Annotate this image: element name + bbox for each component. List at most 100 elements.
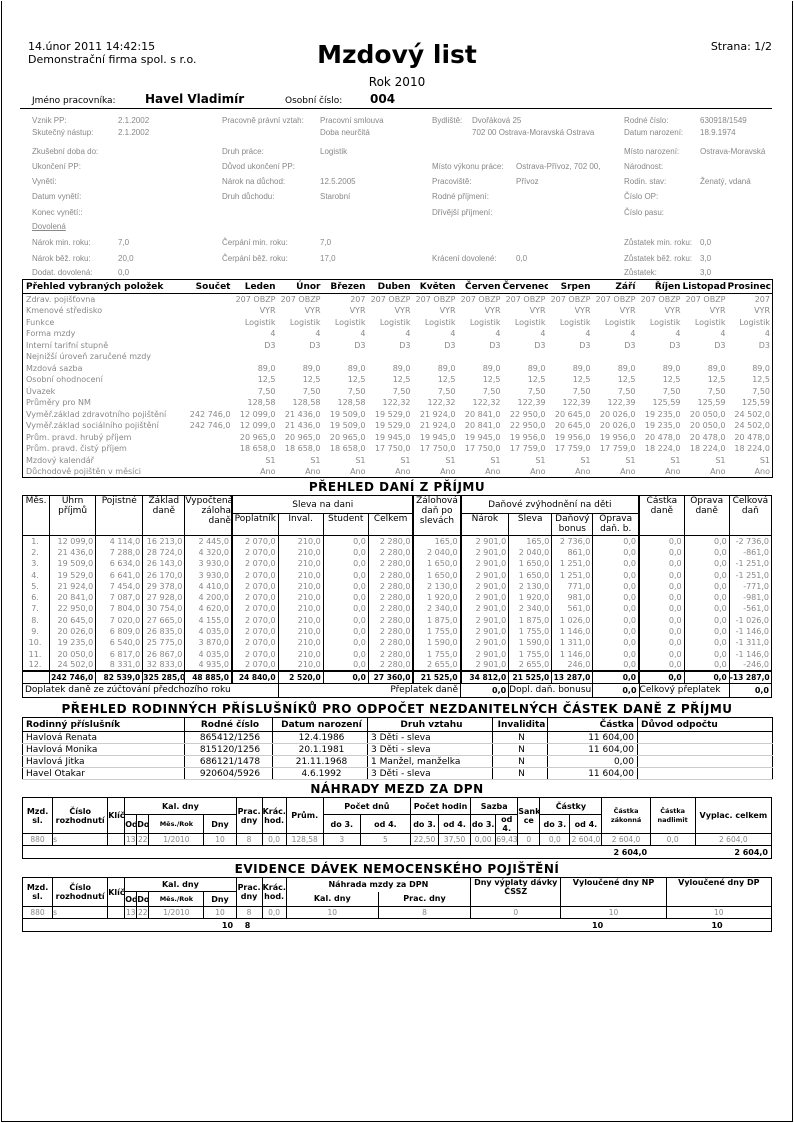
overview-row: Kmenové středisko VYR VYR VYR VYR VYR VYR VYR VY… bbox=[23, 305, 773, 317]
family-cell: N bbox=[492, 767, 548, 780]
family-header: Invalidita bbox=[492, 717, 548, 732]
tax-cell: 0,0 bbox=[592, 648, 640, 660]
tax-cell: 16 213,0 bbox=[142, 535, 186, 547]
tax-cell: 24 840,0 bbox=[230, 670, 279, 684]
tax-cell: 2 901,0 bbox=[459, 637, 510, 649]
overview-cell: 89,0 bbox=[527, 363, 546, 373]
tax-cell: 7 087,0 bbox=[95, 591, 144, 604]
overview-cell bbox=[188, 328, 233, 340]
dpn-row: 880 s 13 22 1/2010 10 8 0,0 128,58 3 5 22,50 37,50 0,… bbox=[21, 833, 773, 846]
tax-cell: 210,0 bbox=[277, 569, 324, 581]
tax-cell: -2 736,0 bbox=[728, 535, 773, 547]
info-label: Ukončení PP: bbox=[32, 162, 81, 171]
th-excluded-np: Vyloučené dny NP bbox=[560, 877, 667, 907]
overview-cell: 20 026,0 bbox=[599, 421, 636, 431]
overview-cell: 7,50 bbox=[527, 386, 546, 396]
tax-cell: 0,0 bbox=[683, 558, 730, 570]
tax-cell: 20 026,0 bbox=[49, 625, 97, 638]
overview-cell: 19 945,0 bbox=[464, 432, 501, 442]
overview-cell: 20 965,0 bbox=[284, 432, 321, 442]
tax-cell: -1 146,0 bbox=[728, 625, 773, 638]
overview-cell: 12,5 bbox=[302, 375, 321, 385]
evidence-row-cell: 8 bbox=[377, 906, 472, 919]
tax-cell: 0,0 bbox=[683, 670, 730, 684]
family-header: Částka bbox=[547, 717, 638, 732]
overview-row: Vyměř.základ zdravotního pojištění 242 74… bbox=[23, 409, 773, 421]
tax-cell: 1 650,0 bbox=[412, 569, 462, 581]
overview-title: Přehled vybraných položek bbox=[22, 279, 188, 294]
tax-settlement-row: Doplatek daně ze zúčtování předchozího r… bbox=[22, 682, 773, 698]
tax-cell: 4 320,0 bbox=[184, 546, 233, 559]
th-month-year: Měs./Rok bbox=[148, 891, 205, 907]
info-label: Konec vynětí:: bbox=[32, 208, 83, 217]
overview-cell: 207 OBZP bbox=[685, 295, 726, 304]
info-label: Rodné příjmení: bbox=[432, 192, 489, 201]
tax-cell: 2 901,0 bbox=[459, 535, 510, 547]
family-cell: Havlová Jitka bbox=[22, 755, 185, 768]
overview-cell: S1 bbox=[310, 455, 321, 465]
tax-cell: 2 070,0 bbox=[230, 535, 279, 547]
overview-cell: 7,50 bbox=[617, 386, 636, 396]
overview-cell: 17 759,0 bbox=[509, 444, 546, 454]
family-cell: 20.1.1981 bbox=[272, 743, 368, 756]
info-row: Ukončení PP: Důvod ukončení PP: Místo výko… bbox=[0, 162, 794, 172]
th-tax-amount: Částka daně bbox=[638, 495, 685, 536]
tax-cell: 3. bbox=[21, 558, 51, 570]
th-discount: Sleva bbox=[508, 513, 553, 536]
overview-cell bbox=[188, 455, 233, 467]
th-wage-compensation: Náhrada mzdy za DPN bbox=[285, 877, 472, 892]
tax-cell: 1 755,0 bbox=[412, 648, 462, 660]
tax-cell: 1 875,0 bbox=[508, 614, 553, 626]
tax-cell: 6 817,0 bbox=[95, 648, 144, 660]
overview-cell: 17 750,0 bbox=[419, 444, 456, 454]
overview-cell: 207 OBZP bbox=[460, 295, 501, 304]
tax-cell: 4. bbox=[21, 569, 51, 581]
th-total-tax: Celková daň bbox=[728, 495, 773, 536]
info-row: Dodat. dovolená: 0,0 Zůstatek: 3,0 bbox=[0, 268, 794, 278]
tax-cell: 0,0 bbox=[322, 591, 369, 604]
info-label: Dřívější příjmení: bbox=[432, 208, 493, 217]
tax-cell: 3 870,0 bbox=[184, 637, 233, 649]
family-cell: N bbox=[492, 731, 548, 744]
family-cell: 1 Manžel, manželka bbox=[367, 755, 493, 768]
overview-cell: 242 746,0 bbox=[189, 409, 231, 419]
overview-cell bbox=[188, 351, 233, 363]
tax-cell: 2 901,0 bbox=[459, 591, 510, 604]
family-cell: Havlová Monika bbox=[22, 743, 185, 756]
overview-cell: Ano bbox=[440, 467, 456, 476]
overview-cell: D3 bbox=[579, 340, 591, 350]
tax-cell: 2 130,0 bbox=[508, 580, 553, 592]
tax-cell: -1 251,0 bbox=[728, 569, 773, 581]
tax-cell: 2 070,0 bbox=[230, 591, 279, 604]
overview-cell: 12,5 bbox=[392, 375, 411, 385]
th-tax-correction: Oprava daně bbox=[683, 495, 730, 536]
dpn-row-cell: 2 604,0 bbox=[694, 833, 773, 846]
th-amount-from4: od 4. bbox=[569, 814, 603, 834]
info-label: Pracoviště: bbox=[432, 177, 472, 186]
dpn-row-cell: 0,0 bbox=[649, 833, 696, 846]
tax-cell: 30 754,0 bbox=[142, 603, 186, 615]
overview-cell: VYR bbox=[349, 306, 366, 316]
overview-cell: 20 478,0 bbox=[689, 432, 726, 442]
family-header: Druh vztahu bbox=[367, 717, 493, 732]
overview-row: Forma mzdy 4 4 4 4 4 4 4 4 4 4 4 4 bbox=[23, 328, 773, 340]
overview-cell: 20 026,0 bbox=[599, 409, 636, 419]
tax-cell: 2 901,0 bbox=[459, 648, 510, 660]
th-hour-count: Počet hodin bbox=[409, 797, 472, 815]
dpn-section-title: NÁHRADY MEZD ZA DPN bbox=[310, 782, 484, 796]
tax-cell: 11. bbox=[21, 648, 51, 660]
overview-cell: 20 645,0 bbox=[554, 409, 591, 419]
overview-cell: 7,50 bbox=[347, 386, 366, 396]
month-header: Prosinec bbox=[727, 279, 773, 294]
tax-cell: 0,0 bbox=[683, 603, 730, 615]
bonus-surcharge-value: 0,0 bbox=[592, 682, 640, 698]
overview-cell: 24 502,0 bbox=[734, 409, 770, 419]
overview-cell: Logistik bbox=[604, 317, 636, 327]
family-cell bbox=[637, 755, 773, 768]
info-label: Dovolená bbox=[32, 222, 66, 231]
overview-cell bbox=[503, 351, 548, 363]
overview-cell bbox=[323, 351, 368, 363]
tax-cell bbox=[21, 670, 51, 684]
tax-cell: 2 901,0 bbox=[459, 625, 510, 638]
family-cell: 12.4.1986 bbox=[272, 731, 368, 744]
